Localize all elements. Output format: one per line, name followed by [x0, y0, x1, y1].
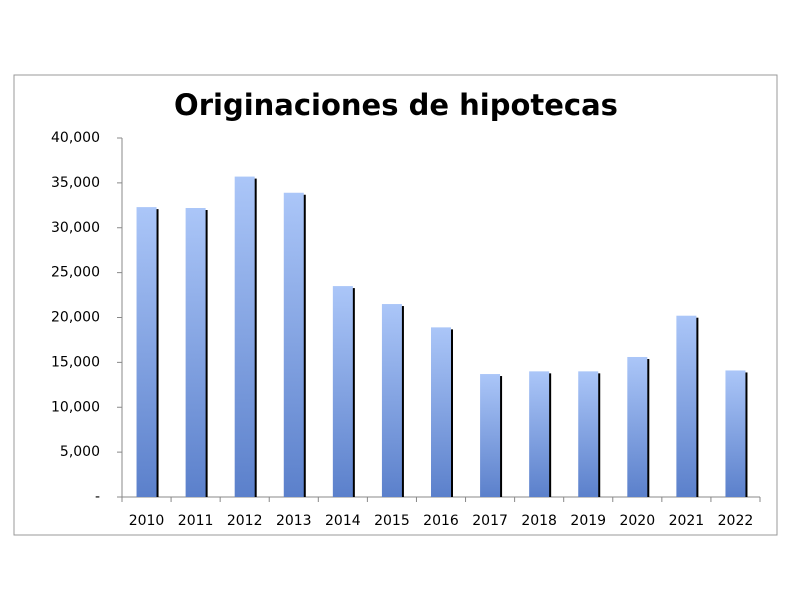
bar — [431, 327, 451, 497]
x-tick-label: 2016 — [423, 513, 459, 529]
bar — [332, 286, 353, 497]
y-tick-label: 35,000 — [51, 175, 100, 191]
y-tick-label: 5,000 — [60, 444, 100, 460]
bar — [578, 371, 599, 497]
x-tick-label: 2021 — [669, 513, 705, 529]
x-tick-label: 2017 — [472, 513, 508, 529]
y-tick-label: 20,000 — [51, 310, 100, 326]
chart-title: Originaciones de hipotecas — [174, 88, 618, 122]
x-tick-label: 2019 — [570, 513, 606, 529]
bar — [185, 208, 206, 497]
x-tick-label: 2010 — [129, 513, 165, 529]
bar — [234, 176, 255, 497]
y-tick-label: 25,000 — [51, 265, 100, 281]
x-tick-label: 2022 — [718, 513, 754, 529]
bar — [529, 371, 550, 497]
bar — [725, 370, 746, 497]
x-tick-label: 2014 — [325, 513, 361, 529]
x-tick-label: 2012 — [227, 513, 263, 529]
x-tick-label: 2018 — [521, 513, 557, 529]
y-tick-label: 30,000 — [51, 220, 100, 236]
x-tick-label: 2011 — [178, 513, 214, 529]
bar — [283, 192, 304, 497]
bar — [480, 374, 501, 497]
y-tick-label: 10,000 — [51, 399, 100, 415]
y-tick-label: 40,000 — [51, 130, 100, 146]
bar — [136, 207, 157, 498]
x-tick-label: 2020 — [619, 513, 655, 529]
bar — [627, 356, 648, 497]
x-tick-label: 2015 — [374, 513, 410, 529]
y-tick-label: - — [95, 489, 100, 505]
bar — [676, 315, 697, 497]
x-tick-label: 2013 — [276, 513, 312, 529]
y-tick-label: 15,000 — [51, 354, 100, 370]
bar — [381, 304, 402, 497]
